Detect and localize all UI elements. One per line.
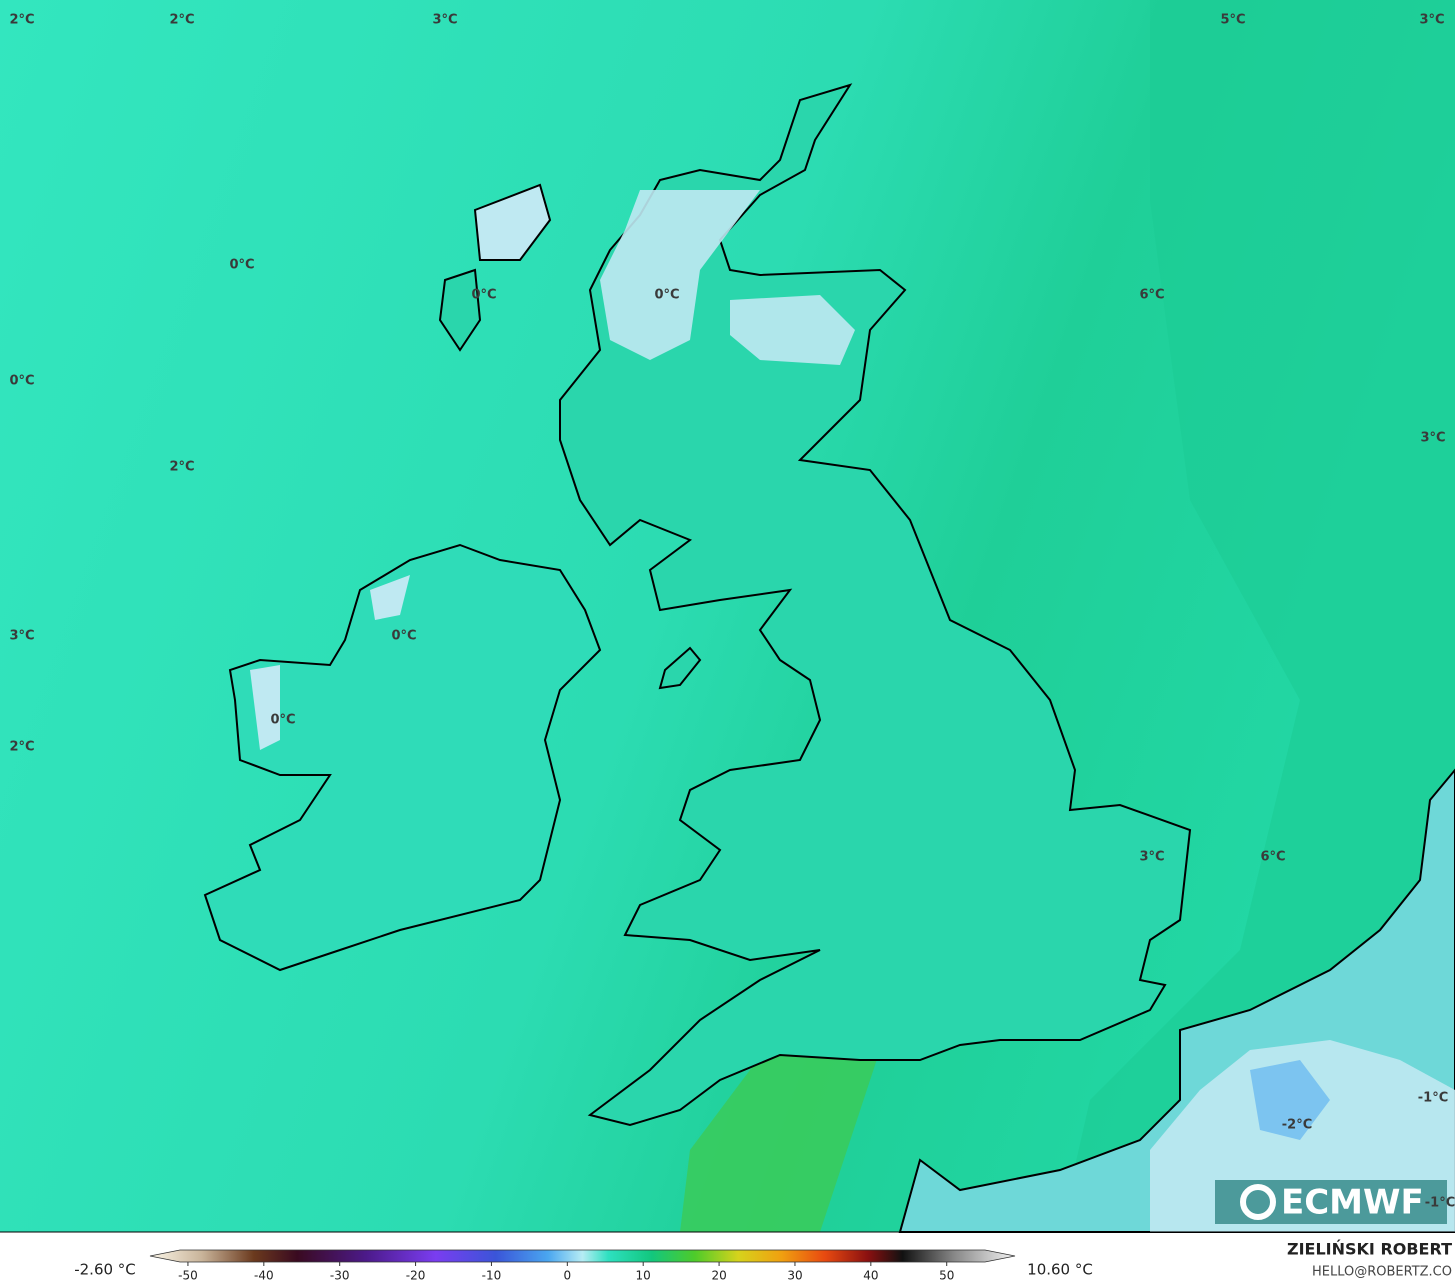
author: ZIELIŃSKI ROBERT: [1287, 1240, 1452, 1259]
contour-label: 2°C: [9, 740, 34, 755]
colorbar-tick-label: 0: [564, 1269, 572, 1283]
contour-label: 0°C: [391, 629, 416, 644]
contour-label: 6°C: [1260, 850, 1285, 865]
contact: HELLO@ROBERTZ.CO: [1312, 1265, 1452, 1280]
island: [473, 183, 552, 261]
colorbar-tick-label: 30: [787, 1269, 802, 1283]
cold-zone: [250, 665, 280, 750]
contour-label: 0°C: [471, 288, 496, 303]
contour-label: 0°C: [270, 713, 295, 728]
colorbar-tick-label: 10: [636, 1269, 651, 1283]
contour-label: -2°C: [1282, 1118, 1312, 1133]
min-label: -2.60 °C: [74, 1261, 136, 1279]
map-area: ECMWF 2°C 2°C 3°C 5°C 3°C0°C0°C 0°C 6°C0°C3°C2…: [0, 0, 1455, 1233]
contour-label: -1°C: [1418, 1091, 1448, 1106]
colorbar-tick-label: -40: [254, 1269, 274, 1283]
contour-label: 2°C: [9, 13, 34, 28]
island: [658, 646, 702, 690]
contour-label: 0°C: [229, 258, 254, 273]
contour-label: 0°C: [9, 374, 34, 389]
warm-zone: [1060, 0, 1455, 1232]
contour-label: 3°C: [1419, 13, 1444, 28]
contour-label: 2°C: [169, 460, 194, 475]
contour-label: -1°C: [1425, 1196, 1455, 1211]
colorbar-tick-label: -10: [482, 1269, 502, 1283]
colorbar-bar: [149, 1249, 1016, 1263]
contour-label: 5°C: [1220, 13, 1245, 28]
colorbar-tick-label: -30: [330, 1269, 350, 1283]
colorbar-tick-label: 20: [711, 1269, 726, 1283]
contour-label: 3°C: [1420, 431, 1445, 446]
contour-label: 2°C: [169, 13, 194, 28]
cold-zone: [730, 295, 855, 365]
colorbar-tick-label: 40: [863, 1269, 878, 1283]
colorbar-tick-label: -20: [406, 1269, 426, 1283]
cold-zone: [600, 190, 760, 360]
colorbar-tick-label: -50: [178, 1269, 198, 1283]
contour-label: 6°C: [1139, 288, 1164, 303]
colder-zone: [1250, 1060, 1330, 1140]
logo-icon: [1240, 1184, 1276, 1220]
contour-labels: 2°C 2°C 3°C 5°C 3°C 0°C 0°C 0°C 6°C 0°C 3°C 2°C 3°C 0…: [9, 13, 1455, 1211]
logo: ECMWF: [1281, 1183, 1424, 1223]
island: [438, 268, 482, 352]
contour-label: 3°C: [9, 629, 34, 644]
great-britain: [559, 83, 1192, 1127]
cold-zone: [370, 575, 410, 620]
colorbar: -2.60 °C 10.60 °C -50 -40 -30 -20 -10 0 10 20 30…: [74, 1249, 1093, 1283]
colorbar-tick-label: 50: [939, 1269, 954, 1283]
contour-label: 0°C: [654, 288, 679, 303]
max-label: 10.60 °C: [1027, 1261, 1093, 1279]
contour-label: 3°C: [1139, 850, 1164, 865]
contour-label: 3°C: [432, 13, 457, 28]
ireland: [203, 543, 602, 972]
